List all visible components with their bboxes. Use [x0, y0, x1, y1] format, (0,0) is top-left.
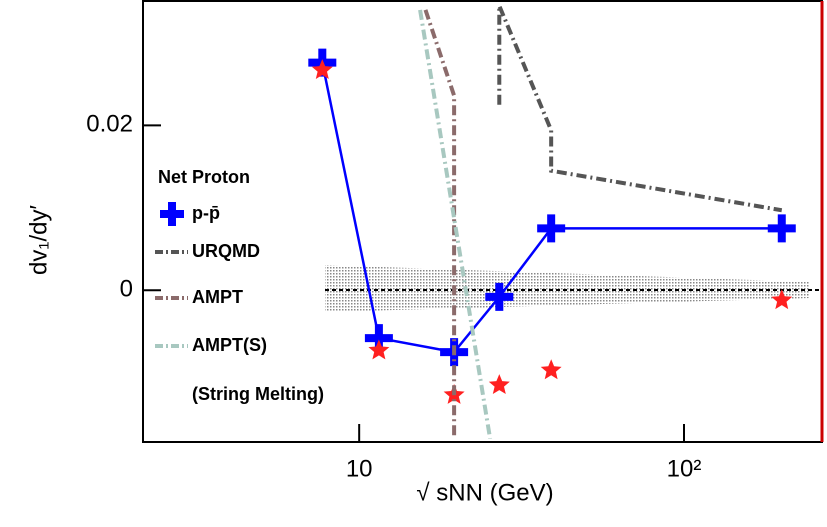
x-tick-label: 10²: [667, 455, 702, 482]
plot-frame: [142, 0, 823, 443]
y-tick-label: 0: [120, 276, 133, 303]
x-tick-label: 10: [346, 455, 373, 482]
series-line: [418, 9, 493, 440]
systematic-band: [325, 265, 810, 312]
data-point: [364, 324, 393, 353]
series-line: [321, 62, 782, 354]
data-point: [485, 282, 514, 311]
data-point: [540, 359, 562, 380]
data-point: [771, 289, 793, 310]
data-point: [311, 59, 333, 79]
y-tick-label: 0.02: [86, 111, 133, 138]
series-line: [497, 5, 783, 213]
legend-label: p-p̄: [192, 203, 220, 223]
data-point: [537, 214, 566, 243]
data-point: [488, 374, 510, 394]
legend-label: URQMD: [192, 241, 260, 261]
legend-title: Net Proton: [158, 167, 250, 187]
y-axis-label: dv₁/dy′: [25, 205, 52, 275]
x-axis-label: √ sNN (GeV): [416, 479, 553, 506]
legend-note: (String Melting): [192, 384, 324, 404]
legend-label: AMPT(S): [192, 335, 267, 355]
legend-marker: [160, 202, 184, 226]
data-point: [767, 214, 796, 243]
data-point: [368, 339, 390, 360]
legend-label: AMPT: [192, 287, 243, 307]
